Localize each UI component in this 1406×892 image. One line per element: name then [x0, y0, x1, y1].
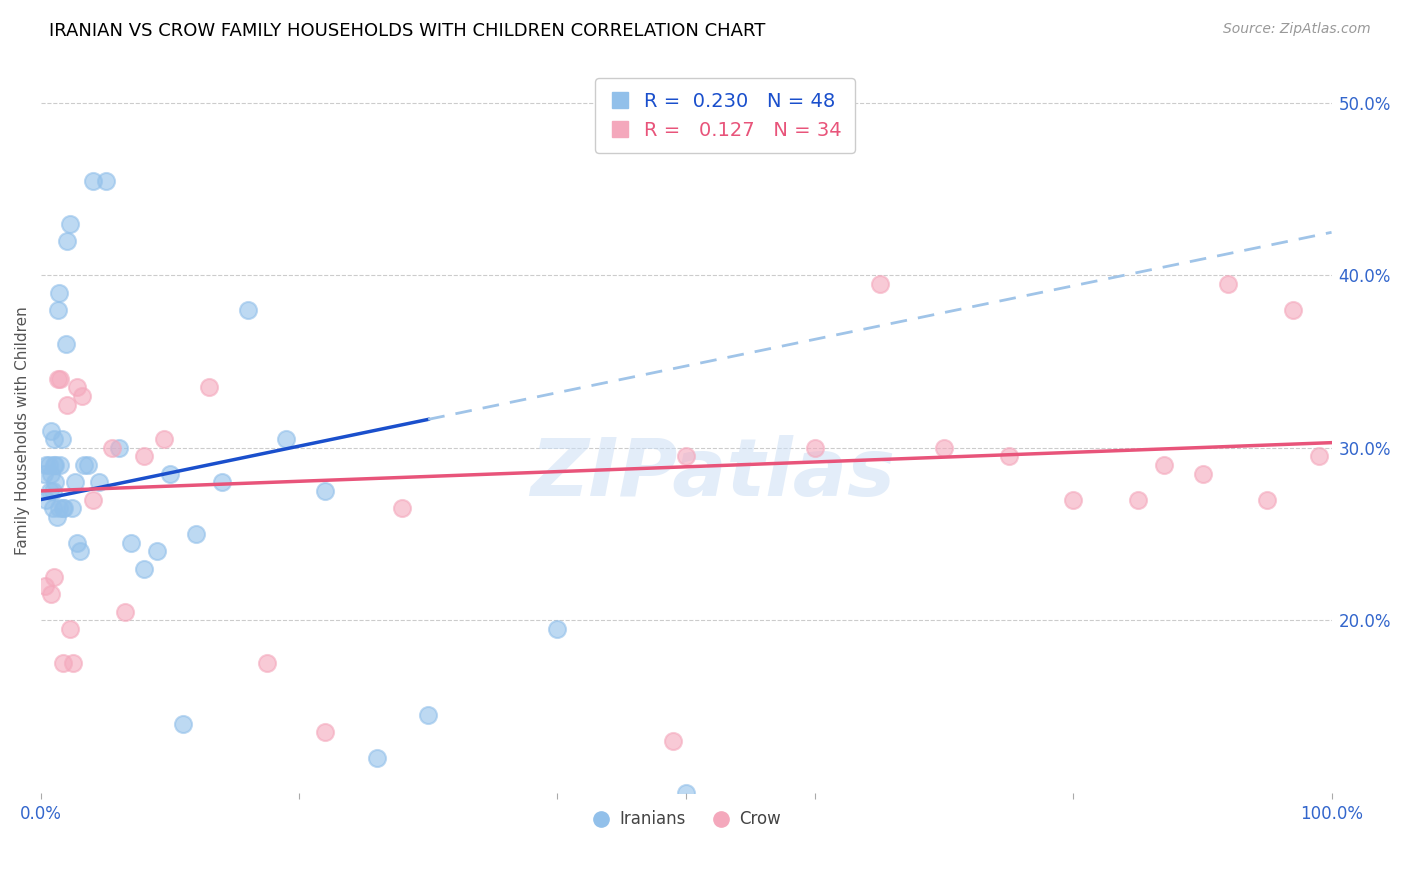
Point — [73, 458, 96, 472]
Point — [55, 337, 77, 351]
Point — [49, 372, 72, 386]
Point — [63, 475, 86, 490]
Point — [134, 561, 156, 575]
Y-axis label: Family Households with Children: Family Households with Children — [15, 306, 30, 555]
Point — [46, 302, 69, 317]
Point — [58, 217, 80, 231]
Point — [236, 302, 259, 317]
Legend: Iranians, Crow: Iranians, Crow — [585, 804, 787, 835]
Point — [60, 501, 83, 516]
Point — [72, 389, 94, 403]
Point — [42, 483, 65, 498]
Point — [94, 173, 117, 187]
Point — [82, 173, 104, 187]
Point — [45, 509, 67, 524]
Point — [58, 622, 80, 636]
Point — [89, 475, 111, 490]
Point — [52, 657, 75, 671]
Point — [42, 458, 65, 472]
Point — [76, 458, 98, 472]
Point — [56, 398, 79, 412]
Point — [1218, 277, 1240, 291]
Point — [114, 605, 136, 619]
Point — [998, 450, 1021, 464]
Point — [49, 458, 72, 472]
Point — [120, 535, 142, 549]
Point — [41, 467, 63, 481]
Text: ZIPatlas: ZIPatlas — [530, 435, 894, 513]
Point — [41, 424, 63, 438]
Point — [35, 492, 58, 507]
Point — [314, 725, 336, 739]
Point — [34, 579, 56, 593]
Point — [42, 432, 65, 446]
Point — [39, 483, 62, 498]
Point — [48, 501, 70, 516]
Point — [1153, 458, 1175, 472]
Point — [804, 441, 827, 455]
Point — [42, 501, 65, 516]
Point — [51, 432, 73, 446]
Point — [546, 622, 568, 636]
Point — [46, 372, 69, 386]
Point — [44, 458, 66, 472]
Point — [38, 458, 60, 472]
Point — [107, 441, 129, 455]
Point — [66, 535, 89, 549]
Point — [52, 501, 75, 516]
Point — [146, 544, 169, 558]
Point — [66, 380, 89, 394]
Point — [675, 450, 697, 464]
Point — [82, 492, 104, 507]
Point — [391, 501, 413, 516]
Point — [1126, 492, 1149, 507]
Point — [1062, 492, 1084, 507]
Point — [1308, 450, 1330, 464]
Text: Source: ZipAtlas.com: Source: ZipAtlas.com — [1223, 22, 1371, 37]
Point — [418, 708, 440, 723]
Point — [366, 751, 388, 765]
Point — [41, 587, 63, 601]
Point — [62, 657, 84, 671]
Point — [1191, 467, 1213, 481]
Point — [662, 734, 685, 748]
Point — [675, 786, 697, 800]
Point — [159, 467, 181, 481]
Point — [101, 441, 124, 455]
Point — [53, 501, 76, 516]
Point — [134, 450, 156, 464]
Point — [152, 432, 174, 446]
Point — [934, 441, 956, 455]
Point — [211, 475, 233, 490]
Point — [184, 527, 207, 541]
Point — [32, 467, 55, 481]
Point — [314, 483, 336, 498]
Point — [56, 234, 79, 248]
Point — [35, 458, 58, 472]
Point — [172, 716, 194, 731]
Point — [48, 285, 70, 300]
Point — [869, 277, 891, 291]
Point — [42, 570, 65, 584]
Point — [198, 380, 221, 394]
Text: IRANIAN VS CROW FAMILY HOUSEHOLDS WITH CHILDREN CORRELATION CHART: IRANIAN VS CROW FAMILY HOUSEHOLDS WITH C… — [49, 22, 766, 40]
Point — [1256, 492, 1278, 507]
Point — [1282, 302, 1305, 317]
Point — [276, 432, 298, 446]
Point — [69, 544, 91, 558]
Point — [44, 475, 66, 490]
Point — [256, 657, 278, 671]
